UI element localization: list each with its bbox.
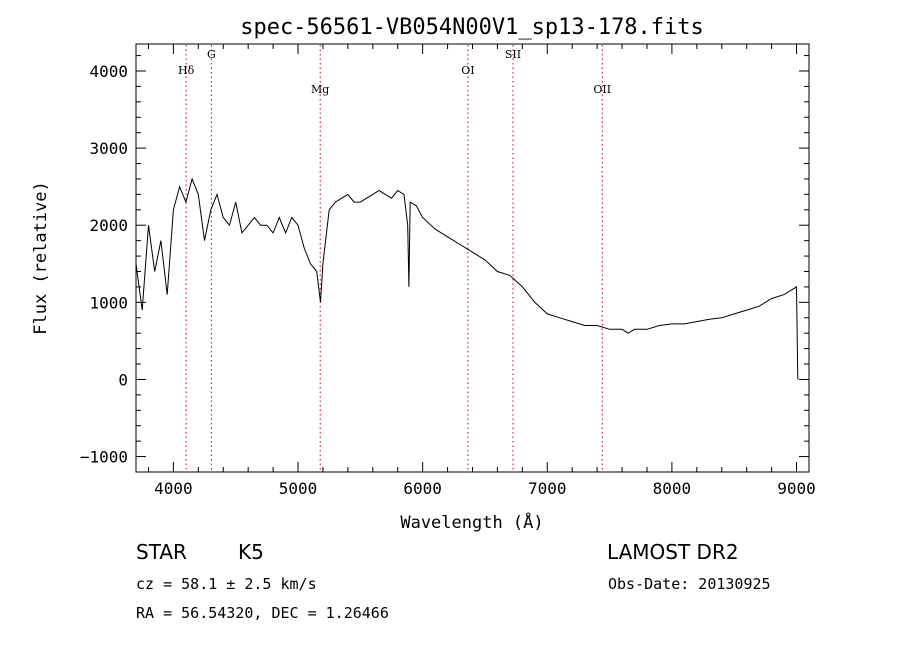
- spectral-line-label: Mg: [311, 83, 329, 96]
- y-tick-label: 1000: [89, 293, 128, 312]
- observation-date: Obs-Date: 20130925: [608, 575, 771, 593]
- spectral-line-label: OI: [461, 64, 474, 77]
- y-tick-label: 3000: [89, 139, 128, 158]
- x-axis-label: Wavelength (Å): [400, 511, 543, 533]
- object-subclass: K5: [238, 540, 264, 564]
- spectral-line-label: SII: [505, 48, 521, 61]
- plot-frame: [135, 43, 810, 473]
- y-tick-label: −1000: [80, 448, 128, 467]
- x-axis-ticks: 4000 5000 6000 7000 8000 9000: [147, 44, 816, 498]
- ra-dec-coordinates: RA = 56.54320, DEC = 1.26466: [136, 604, 389, 622]
- spectral-line-markers: Hδ G Mg OI SII OII: [178, 45, 611, 471]
- spectrum-line: [135, 177, 799, 380]
- survey-name: LAMOST DR2: [607, 540, 739, 564]
- x-tick-label: 7000: [528, 479, 567, 498]
- x-tick-label: 9000: [777, 479, 816, 498]
- y-axis-ticks: −1000 0 1000 2000 3000 4000: [80, 55, 809, 467]
- redshift-cz: cz = 58.1 ± 2.5 km/s: [136, 575, 317, 593]
- x-tick-label: 5000: [279, 479, 318, 498]
- y-tick-label: 0: [118, 370, 128, 389]
- y-tick-label: 4000: [89, 62, 128, 81]
- spectral-line-label: OII: [593, 83, 611, 96]
- spectral-line-label: Hδ: [178, 64, 195, 77]
- chart-title: spec-56561-VB054N00V1_sp13-178.fits: [240, 15, 704, 40]
- object-class: STAR: [136, 540, 187, 564]
- x-tick-label: 4000: [154, 479, 193, 498]
- y-axis-label: Flux (relative): [31, 181, 51, 335]
- spectral-line-label: G: [207, 48, 216, 61]
- x-tick-label: 6000: [403, 479, 442, 498]
- x-tick-label: 8000: [653, 479, 692, 498]
- y-tick-label: 2000: [89, 216, 128, 235]
